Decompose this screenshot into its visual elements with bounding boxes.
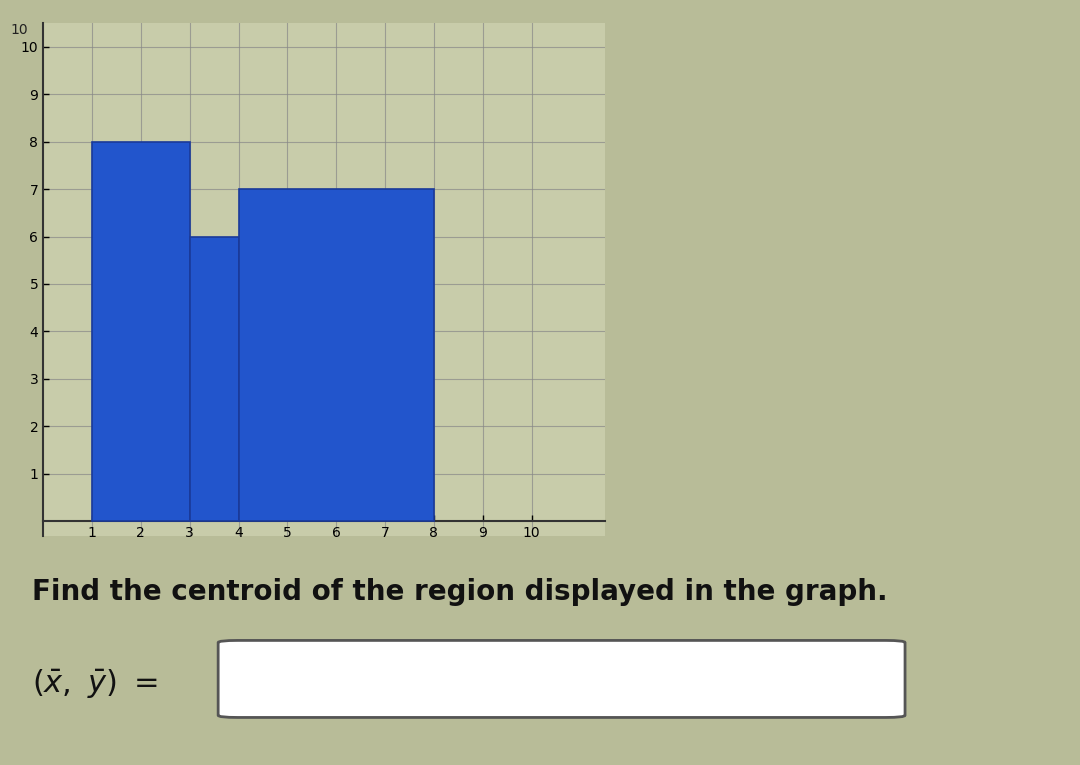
FancyBboxPatch shape (218, 640, 905, 718)
Text: Find the centroid of the region displayed in the graph.: Find the centroid of the region displaye… (32, 578, 888, 606)
Bar (92, 142, 190, 521)
Text: $(\bar{x},\ \bar{y})\ =$: $(\bar{x},\ \bar{y})\ =$ (32, 668, 158, 702)
Bar (190, 236, 239, 521)
Bar (239, 189, 434, 521)
Text: 10: 10 (11, 23, 28, 37)
